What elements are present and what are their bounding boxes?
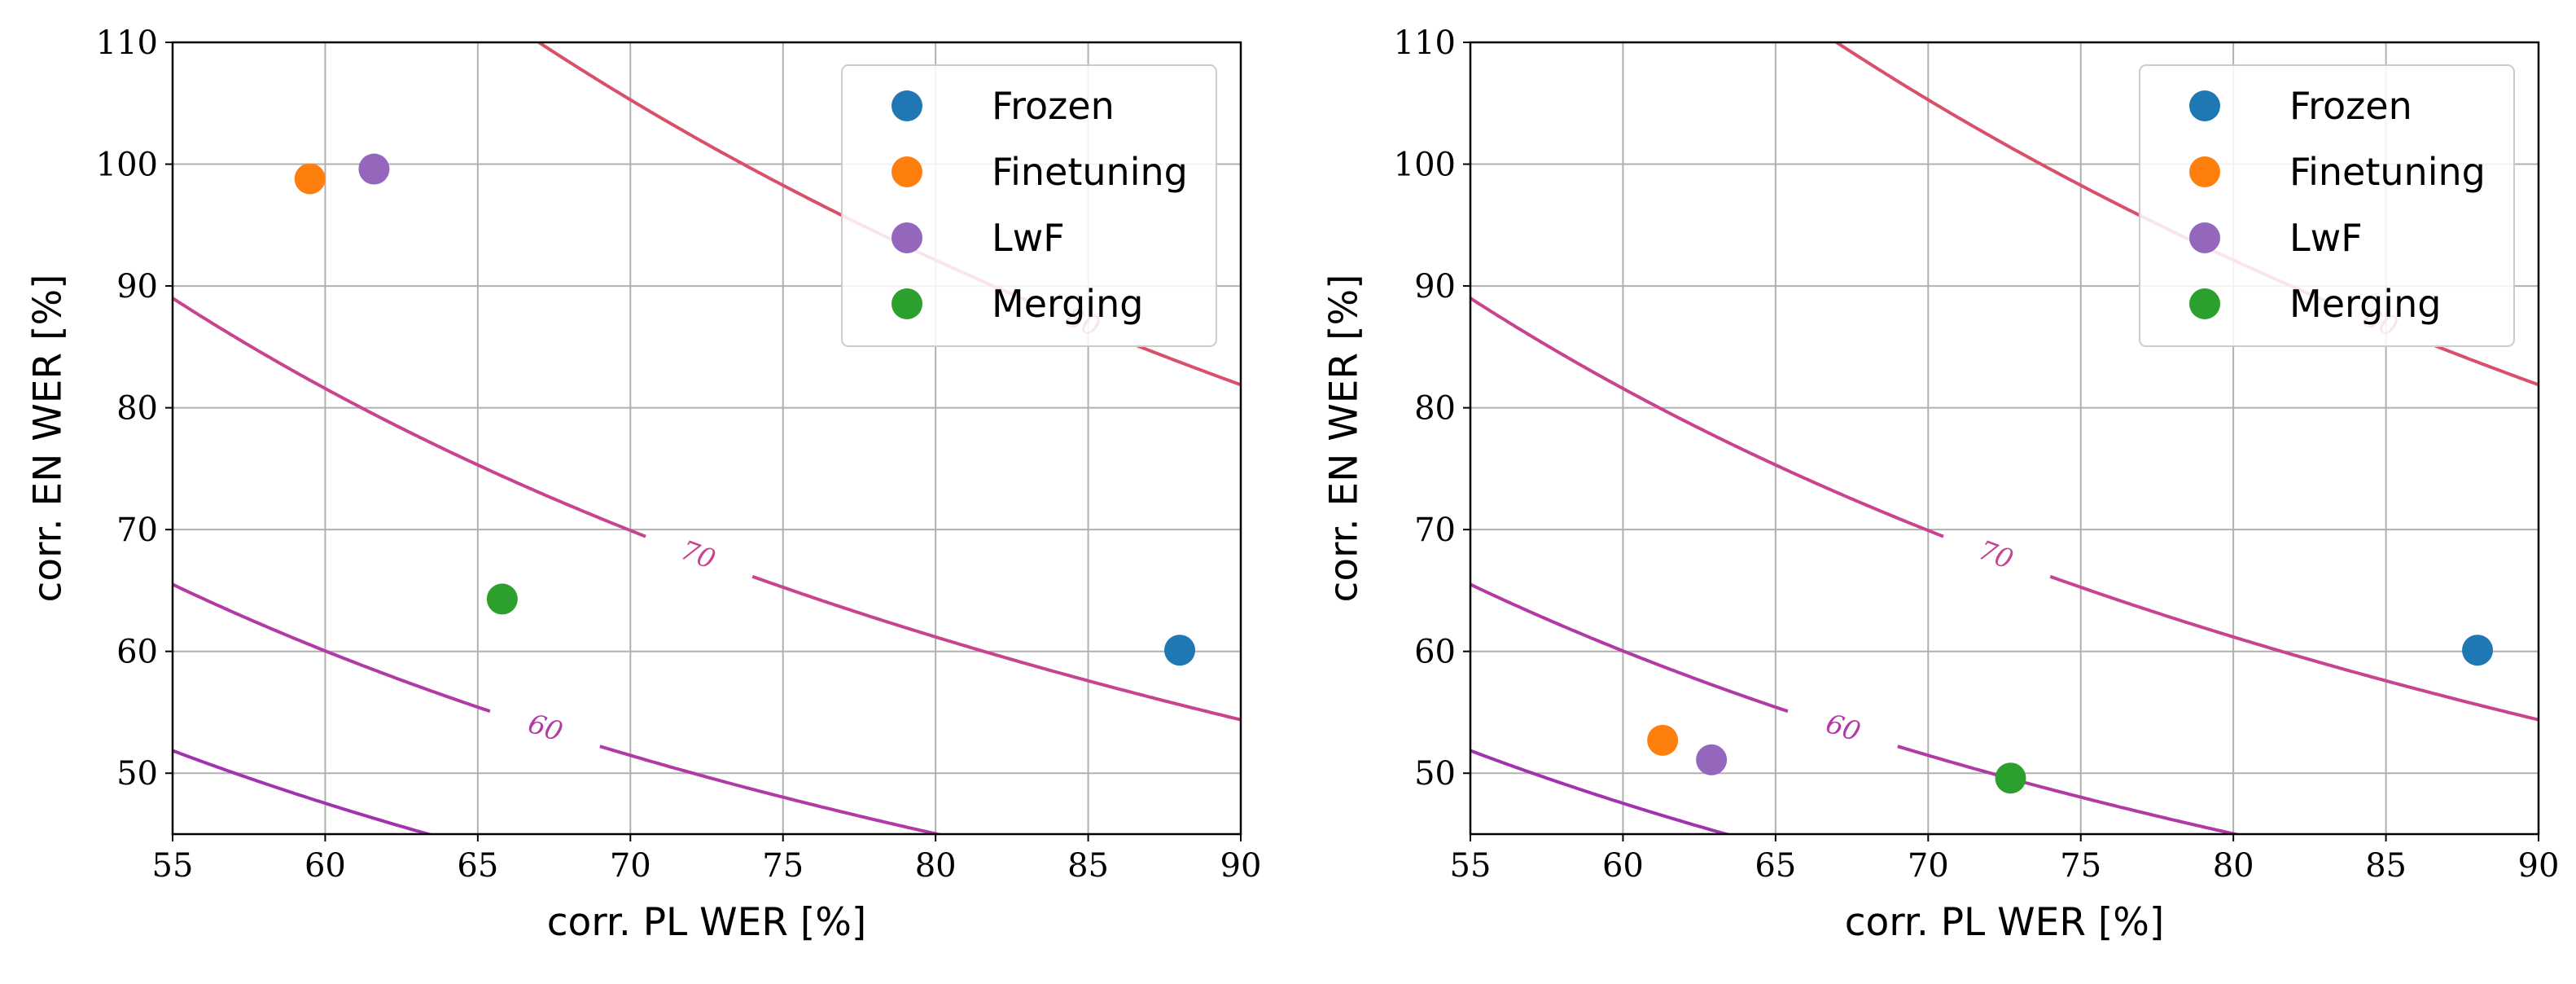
x-tick-label: 90 — [2518, 847, 2560, 885]
y-axis-label: corr. EN WER [%] — [26, 275, 71, 603]
data-point-lwf — [1696, 744, 1728, 775]
x-tick-label: 60 — [304, 847, 346, 885]
legend-label-frozen: Frozen — [992, 84, 1115, 128]
data-point-lwf — [358, 153, 390, 185]
legend-marker-lwf — [892, 222, 922, 253]
legend-box — [2139, 64, 2515, 347]
data-point-frozen — [1164, 635, 1196, 666]
y-tick-label: 90 — [1414, 268, 1456, 305]
contour-label-70: 70 — [677, 534, 720, 575]
legend-box — [841, 64, 1217, 347]
contour-label-70: 70 — [1974, 534, 2017, 575]
contour-line-70 — [751, 574, 1241, 722]
x-tick-label: 60 — [1602, 847, 1644, 885]
y-tick-label: 60 — [1414, 634, 1456, 671]
legend-label-finetuning: Finetuning — [2289, 150, 2486, 194]
y-tick-label: 50 — [1414, 755, 1456, 793]
contour-line-50 — [1470, 749, 1733, 834]
legend-label-merging: Merging — [992, 282, 1143, 326]
legend-marker-frozen — [892, 90, 922, 121]
chart-panel-right: 60708055606570758085905060708090100110co… — [1322, 24, 2560, 945]
y-tick-label: 110 — [1394, 24, 1456, 62]
x-tick-label: 85 — [2365, 847, 2407, 885]
x-tick-label: 70 — [1908, 847, 1949, 885]
x-tick-label: 55 — [152, 847, 194, 885]
data-point-finetuning — [1647, 724, 1679, 756]
legend-label-finetuning: Finetuning — [992, 150, 1188, 194]
x-tick-label: 70 — [610, 847, 651, 885]
y-tick-label: 80 — [1414, 390, 1456, 428]
x-axis-label: corr. PL WER [%] — [547, 900, 867, 945]
chart-panel-left: 60708055606570758085905060708090100110co… — [26, 24, 1262, 945]
x-tick-label: 75 — [762, 847, 804, 885]
y-tick-label: 70 — [116, 512, 158, 549]
legend-marker-finetuning — [892, 156, 922, 187]
contour-line-60 — [599, 745, 945, 834]
data-point-frozen — [2462, 635, 2494, 666]
legend-marker-merging — [2189, 288, 2220, 319]
legend-marker-frozen — [2189, 90, 2220, 121]
contour-line-60 — [173, 582, 491, 714]
legend-label-lwf: LwF — [2289, 216, 2363, 260]
legend-marker-finetuning — [2189, 156, 2220, 187]
y-tick-label: 50 — [116, 755, 158, 793]
x-tick-label: 65 — [1755, 847, 1796, 885]
y-tick-label: 100 — [96, 147, 158, 184]
plot-frame — [171, 41, 1242, 836]
y-tick-label: 90 — [116, 268, 158, 305]
y-tick-label: 60 — [116, 634, 158, 671]
contour-line-80 — [2434, 344, 2539, 387]
legend-label-frozen: Frozen — [2289, 84, 2412, 128]
plot-frame — [1469, 41, 2540, 836]
x-tick-label: 90 — [1220, 847, 1262, 885]
y-tick-label: 100 — [1394, 147, 1456, 184]
legend-label-merging: Merging — [2289, 282, 2441, 326]
contour-group — [173, 42, 1241, 834]
contour-line-50 — [173, 749, 435, 834]
contour-line-70 — [2049, 574, 2539, 722]
y-tick-label: 80 — [116, 390, 158, 428]
x-axis-label: corr. PL WER [%] — [1845, 900, 2165, 945]
y-tick-label: 70 — [1414, 512, 1456, 549]
x-tick-label: 85 — [1067, 847, 1109, 885]
x-tick-label: 55 — [1450, 847, 1492, 885]
y-axis-label: corr. EN WER [%] — [1322, 275, 1367, 603]
contour-label-60: 60 — [524, 707, 567, 748]
legend-label-lwf: LwF — [992, 216, 1065, 260]
data-point-merging — [1995, 762, 2026, 794]
legend-marker-lwf — [2189, 222, 2220, 253]
contour-line-80 — [1136, 344, 1241, 387]
contour-label-60: 60 — [1822, 707, 1864, 748]
data-point-merging — [486, 583, 518, 615]
contour-line-60 — [1470, 582, 1789, 714]
x-tick-label: 75 — [2060, 847, 2101, 885]
contour-line-70 — [1470, 297, 1944, 538]
x-tick-label: 80 — [915, 847, 957, 885]
contour-line-70 — [173, 297, 646, 538]
y-tick-label: 110 — [96, 24, 158, 62]
x-tick-label: 80 — [2213, 847, 2254, 885]
data-point-finetuning — [294, 163, 326, 195]
x-tick-label: 65 — [457, 847, 498, 885]
legend-marker-merging — [892, 288, 922, 319]
